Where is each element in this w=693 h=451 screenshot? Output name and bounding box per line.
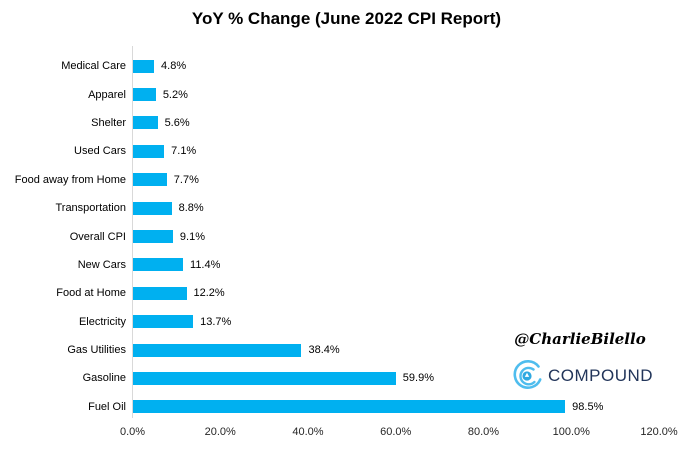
bar <box>133 201 172 215</box>
bar <box>133 371 396 385</box>
x-axis-tick-label: 100.0% <box>552 426 590 438</box>
x-axis-tick-label: 0.0% <box>119 426 146 438</box>
chart-title: YoY % Change (June 2022 CPI Report) <box>191 9 502 28</box>
value-label: 5.2% <box>162 88 188 101</box>
value-label: 7.1% <box>171 145 197 158</box>
bar <box>133 343 302 357</box>
value-label: 8.8% <box>178 202 204 215</box>
bar <box>133 286 187 300</box>
bar <box>133 88 156 102</box>
value-label: 4.8% <box>161 60 187 73</box>
value-label: 5.6% <box>164 116 190 129</box>
category-label: Food away from Home <box>14 173 126 186</box>
value-label: 11.4% <box>190 258 221 271</box>
category-label: Electricity <box>78 315 126 328</box>
value-label: 59.9% <box>402 372 434 385</box>
category-label: Transportation <box>55 202 126 215</box>
value-label: 13.7% <box>200 315 232 328</box>
y-axis-line <box>132 46 133 418</box>
category-label: Overall CPI <box>69 230 126 243</box>
bar <box>133 116 158 130</box>
bar <box>133 59 155 73</box>
value-label: 7.7% <box>173 173 199 186</box>
category-label: Gas Utilities <box>67 344 126 357</box>
x-axis-tick-label: 80.0% <box>467 426 500 438</box>
x-axis-tick-label: 120.0% <box>640 426 678 438</box>
value-label: 12.2% <box>193 287 225 300</box>
value-label: 38.4% <box>308 344 340 357</box>
compound-logo-text: COMPOUND <box>548 366 654 385</box>
category-label: Food at Home <box>56 287 126 300</box>
bar <box>133 230 173 243</box>
category-label: Apparel <box>88 88 126 101</box>
bar <box>133 400 566 414</box>
x-axis-tick-label: 40.0% <box>292 426 324 438</box>
category-label: Gasoline <box>82 372 126 385</box>
bar <box>133 258 184 272</box>
bar <box>133 173 167 187</box>
category-label: Medical Care <box>61 60 126 73</box>
compound-logo: COMPOUND <box>509 358 653 394</box>
value-label: 9.1% <box>179 230 205 243</box>
value-label: 98.5% <box>572 400 604 413</box>
category-label: Used Cars <box>74 145 126 158</box>
bar <box>133 144 165 158</box>
bar <box>133 315 194 329</box>
x-axis-tick-label: 60.0% <box>380 426 412 438</box>
x-axis-tick-label: 20.0% <box>204 426 236 438</box>
compound-logo-icon <box>513 359 542 389</box>
category-label: Shelter <box>91 116 126 129</box>
category-label: Fuel Oil <box>88 400 126 413</box>
watermark-author-handle: @CharlieBilello <box>514 330 646 348</box>
category-label: New Cars <box>77 258 126 271</box>
